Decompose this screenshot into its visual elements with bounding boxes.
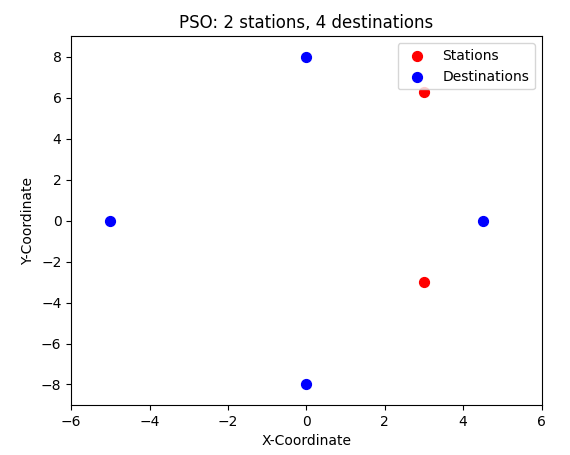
X-axis label: X-Coordinate: X-Coordinate [262,434,351,448]
Destinations [302,53,311,61]
Destinations [478,217,487,224]
Y-axis label: Y-Coordinate: Y-Coordinate [22,177,35,265]
Destinations [106,217,115,224]
Destinations [302,381,311,388]
Title: PSO: 2 stations, 4 destinations: PSO: 2 stations, 4 destinations [179,14,434,32]
Stations [420,278,429,286]
Stations [420,88,429,96]
Legend: Stations, Destinations: Stations, Destinations [398,43,535,89]
